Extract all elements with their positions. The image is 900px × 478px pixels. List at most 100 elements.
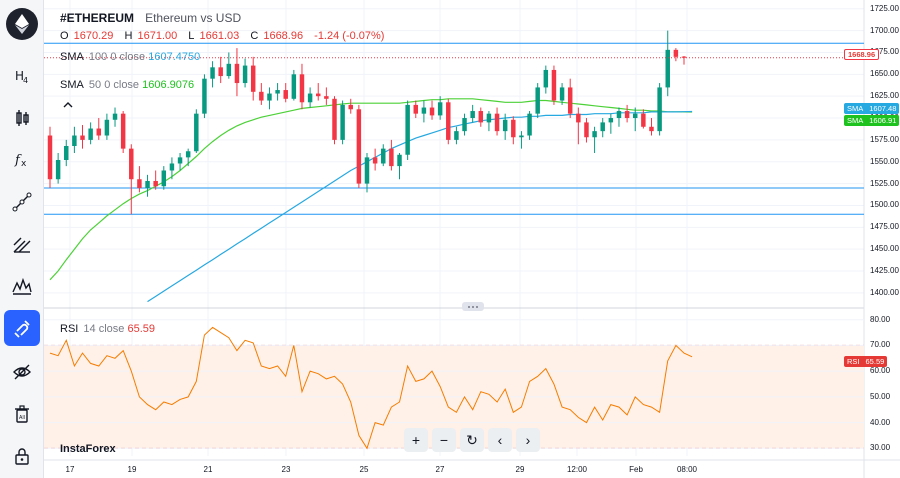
svg-text:4: 4 <box>23 76 28 85</box>
price-tick-label: 1575.00 <box>870 134 899 144</box>
candle-body <box>275 90 280 94</box>
chart-type-candles-icon[interactable] <box>4 100 40 136</box>
candle-body <box>429 107 435 116</box>
candle-body <box>454 131 459 140</box>
fibonacci-tool-icon[interactable] <box>4 226 40 262</box>
time-tick-label: 27 <box>435 465 445 474</box>
sma50-legend[interactable]: SMA 50 0 close 1606.9076 <box>60 79 194 91</box>
time-tick-label: 25 <box>359 465 369 474</box>
zoom-in-button[interactable]: + <box>404 428 428 452</box>
time-tick-label: 23 <box>281 465 291 474</box>
candle-body <box>137 179 142 188</box>
pattern-tool-icon[interactable] <box>4 268 40 304</box>
instaforex-watermark: InstaForex <box>60 443 116 455</box>
candle-body <box>267 93 272 101</box>
time-tick-label: 17 <box>65 465 75 474</box>
rsi-badge-name: RSI <box>847 357 860 366</box>
low-value: 1661.03 <box>199 30 240 42</box>
candle-body <box>145 180 150 188</box>
rsi-badge-value: 65.59 <box>865 357 885 366</box>
sma100-badge: SMA 1607.48 <box>844 103 900 114</box>
pane-resize-handle[interactable] <box>462 302 484 311</box>
candle-body <box>64 146 69 160</box>
sma100-params: 100 0 close <box>88 51 146 63</box>
zoom-out-button[interactable]: − <box>432 428 456 452</box>
chart-area[interactable]: #ETHEREUM Ethereum vs USD O 1670.29 H 16… <box>44 0 900 478</box>
price-tick-label: 1725.00 <box>870 3 899 13</box>
lock-drawings-icon[interactable] <box>4 438 40 474</box>
candle-body <box>348 104 353 110</box>
candle-body <box>470 111 475 119</box>
reset-chart-button[interactable]: ↻ <box>460 428 484 452</box>
close-label: C <box>250 30 259 42</box>
rsi-params: 14 close <box>83 323 125 335</box>
candle-body <box>462 118 467 132</box>
symbol-ticker: #ETHEREUM <box>60 11 135 25</box>
last-price-value: 1668.96 <box>848 50 876 59</box>
sma50-line <box>49 98 693 281</box>
candle-body <box>421 107 427 114</box>
trendline-tool-icon[interactable] <box>4 184 40 220</box>
price-tick-label: 1650.00 <box>870 69 899 79</box>
candle-body <box>324 96 329 99</box>
candle-body <box>372 157 378 164</box>
low-label: L <box>188 30 195 42</box>
sma100-legend[interactable]: SMA 100 0 close 1607.4750 <box>60 51 200 63</box>
time-tick-label: Feb <box>629 465 643 474</box>
rsi-tick-label: 30.00 <box>870 443 891 453</box>
price-tick-label: 1450.00 <box>870 244 899 254</box>
time-tick-label: 29 <box>515 465 525 474</box>
candle-body <box>511 119 516 138</box>
rsi-value: 65.59 <box>127 323 155 335</box>
rsi-tick-label: 50.00 <box>870 391 891 401</box>
candle-body <box>315 93 321 97</box>
sma100-badge-name: SMA <box>847 104 864 113</box>
candle-body <box>185 151 191 158</box>
scroll-right-button[interactable]: › <box>516 428 540 452</box>
svg-text:All: All <box>19 415 25 421</box>
candle-body <box>218 67 223 77</box>
open-label: O <box>60 30 69 42</box>
rsi-legend[interactable]: RSI 14 close 65.59 <box>60 323 155 335</box>
candle-body <box>72 135 77 147</box>
candle-body <box>55 159 61 180</box>
candle-body <box>632 113 638 119</box>
candle-body <box>649 126 654 132</box>
candle-body <box>413 104 419 114</box>
candle-body <box>567 87 573 114</box>
close-value: 1668.96 <box>263 30 304 42</box>
last-price-badge: 1668.96 <box>844 49 880 60</box>
hide-drawings-icon[interactable] <box>4 354 40 390</box>
zoom-toolbar: + − ↻ ‹ › <box>404 428 540 452</box>
candle-body <box>242 65 248 84</box>
candle-body <box>250 65 256 92</box>
sma50-badge-value: 1606.91 <box>869 116 897 125</box>
rsi-line <box>49 326 693 450</box>
change-value: -1.24 (-0.07%) <box>314 30 385 42</box>
sma50-value: 1606.9076 <box>142 79 195 91</box>
svg-text:H: H <box>15 69 24 83</box>
scroll-left-button[interactable]: ‹ <box>488 428 512 452</box>
magnet-tool-icon[interactable] <box>4 310 40 346</box>
candle-body <box>437 102 443 116</box>
candle-body <box>592 131 597 138</box>
candle-body <box>194 113 199 152</box>
price-tick-label: 1550.00 <box>870 156 899 166</box>
candle-body <box>104 119 110 136</box>
chart-canvas[interactable] <box>44 0 900 478</box>
candle-body <box>96 128 102 136</box>
time-tick-label: 21 <box>203 465 213 474</box>
candle-body <box>535 87 540 114</box>
candle-body <box>210 67 215 79</box>
collapse-legend-icon[interactable] <box>60 98 76 112</box>
price-tick-label: 1425.00 <box>870 266 899 276</box>
candle-body <box>169 163 175 171</box>
candle-body <box>120 113 126 149</box>
candle-body <box>389 148 394 167</box>
candle-body <box>624 111 630 119</box>
remove-drawings-icon[interactable]: All <box>4 396 40 432</box>
candle-body <box>681 56 687 58</box>
